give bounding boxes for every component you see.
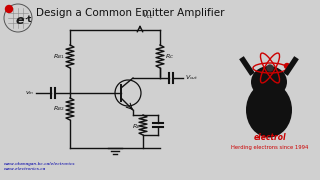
Text: $v_{in}$: $v_{in}$ (25, 89, 34, 97)
Text: $R_C$: $R_C$ (165, 52, 174, 61)
Text: $V_{out}$: $V_{out}$ (185, 74, 199, 82)
Text: $R_{B1}$: $R_{B1}$ (53, 52, 65, 61)
Text: $R_E$: $R_E$ (132, 123, 141, 131)
Ellipse shape (251, 66, 287, 98)
Text: Herding electrons since 1994: Herding electrons since 1994 (231, 145, 309, 150)
Circle shape (267, 65, 273, 71)
Circle shape (284, 64, 290, 69)
Text: electrol: electrol (254, 134, 286, 143)
Text: Design a Common Emitter Amplifier: Design a Common Emitter Amplifier (36, 8, 224, 18)
Circle shape (5, 6, 12, 12)
Text: www.okanagan.bc.ca/electronics
www.electronics.ca: www.okanagan.bc.ca/electronics www.elect… (4, 162, 76, 171)
Text: ·t: ·t (24, 15, 31, 24)
Text: $R_{B2}$: $R_{B2}$ (53, 105, 65, 113)
Ellipse shape (246, 82, 292, 138)
Text: e: e (16, 14, 24, 26)
Text: $V_{cc}$: $V_{cc}$ (142, 11, 154, 21)
